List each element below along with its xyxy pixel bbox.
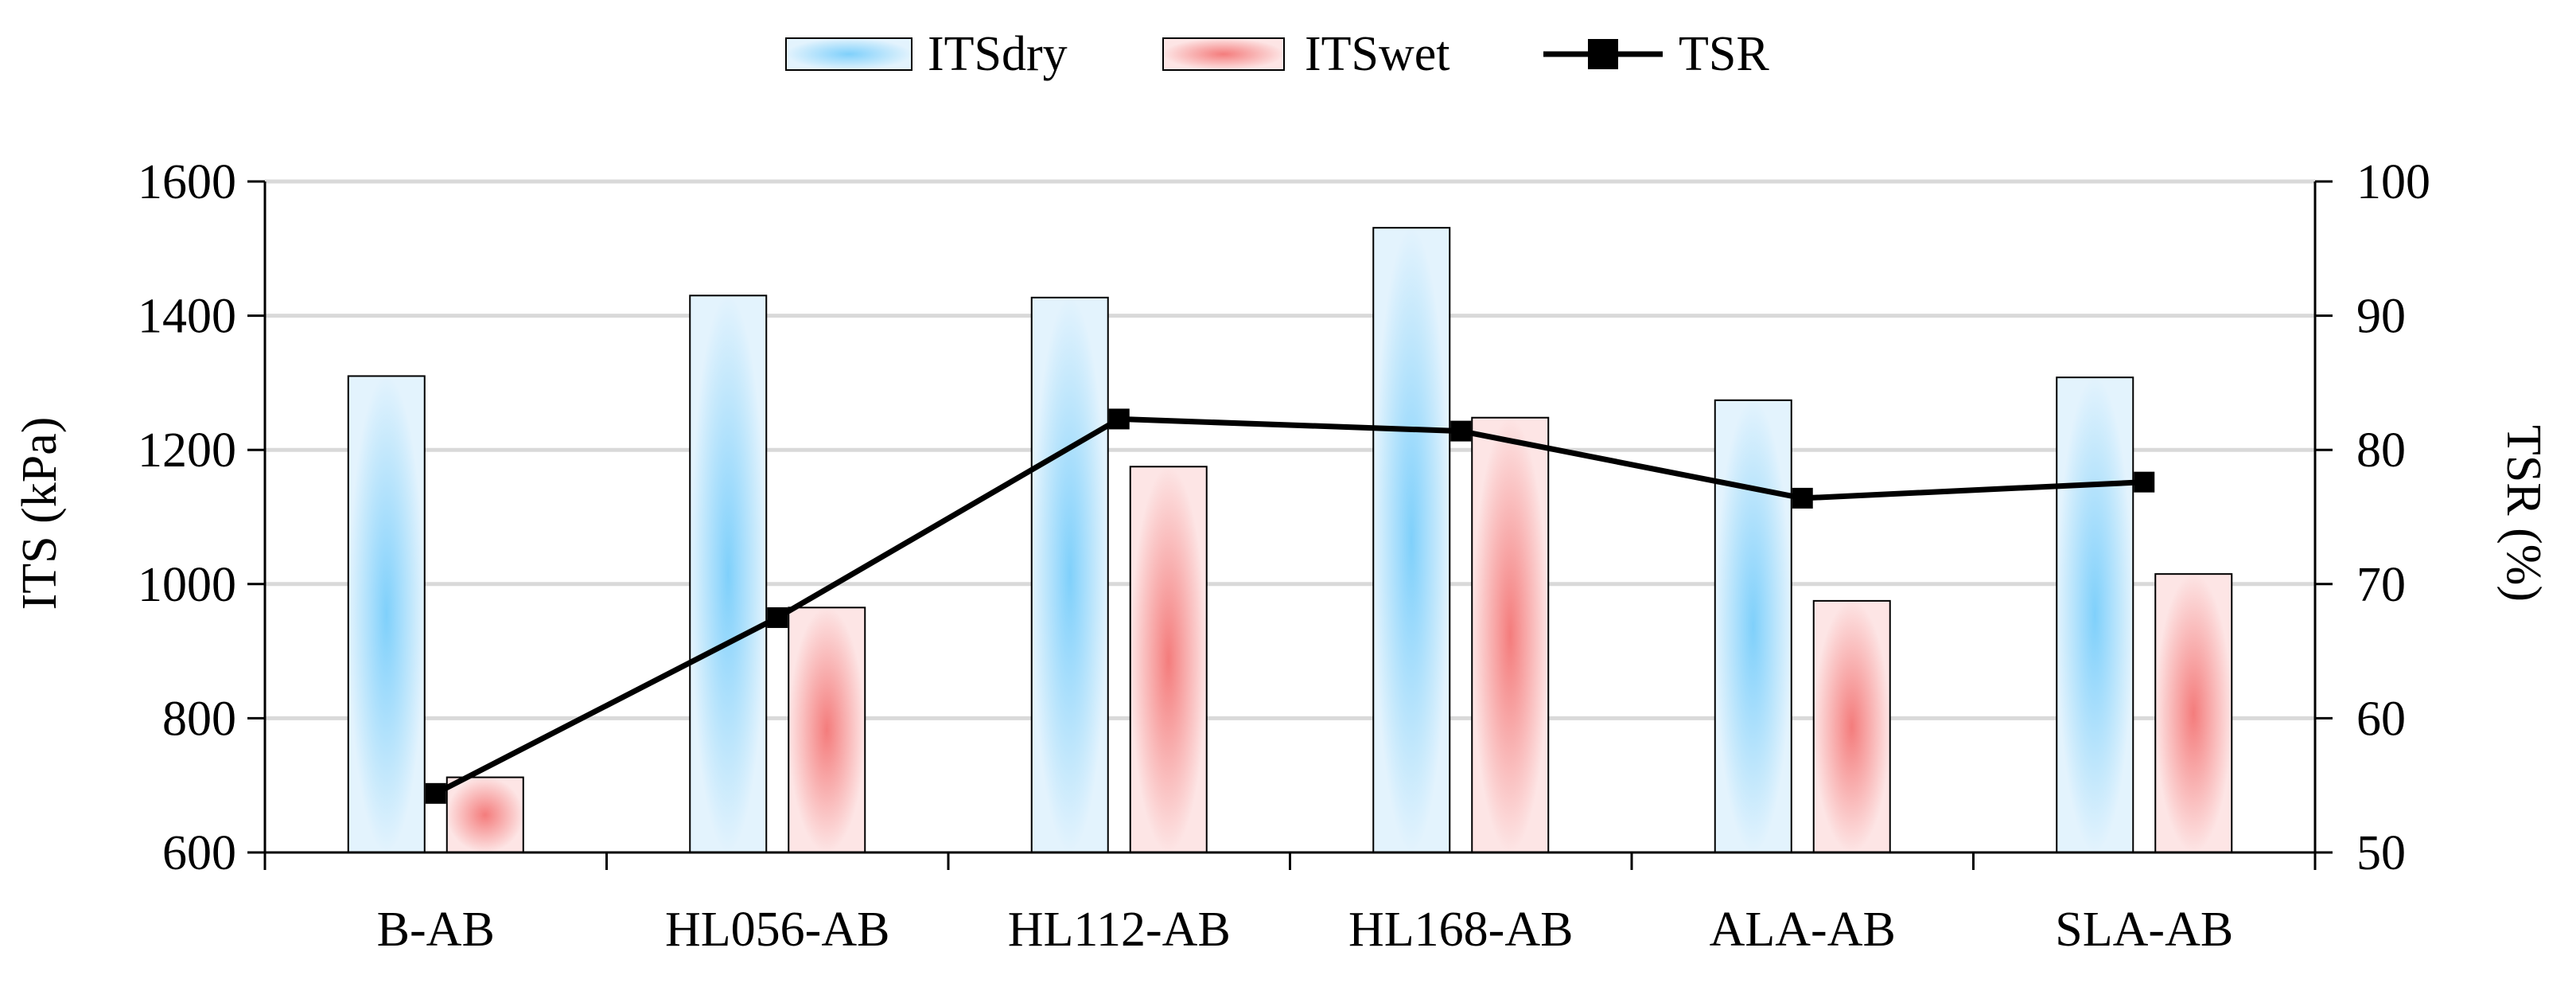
x-tick-label-hl056-ab: HL056-AB bbox=[665, 903, 889, 957]
y2-tick-label: 90 bbox=[2356, 290, 2406, 344]
y-tick-label: 1200 bbox=[138, 423, 236, 478]
tsr-point-hl056-ab bbox=[767, 607, 788, 628]
bar-itsdry-hl056-ab bbox=[689, 295, 768, 853]
legend-label-itswet: ITSwet bbox=[1305, 27, 1450, 81]
tsr-point-sla-ab bbox=[2134, 471, 2155, 493]
bar-itswet-hl168-ab bbox=[1471, 416, 1550, 853]
x-tick-label-ala-ab: ALA-AB bbox=[1710, 903, 1896, 957]
tsr-point-hl112-ab bbox=[1108, 408, 1130, 430]
bar-itswet-b-ab bbox=[446, 776, 524, 853]
y2-tick-label: 100 bbox=[2356, 155, 2430, 209]
y-tick-label: 800 bbox=[162, 692, 236, 746]
y-axis-title: ITS (kPa) bbox=[13, 417, 67, 610]
legend-swatch-itsdry bbox=[785, 37, 912, 71]
y-tick-label: 1000 bbox=[138, 558, 236, 612]
bar-itswet-hl112-ab bbox=[1129, 466, 1208, 854]
bar-itsdry-sla-ab bbox=[2056, 376, 2134, 853]
legend-swatch-tsr-marker bbox=[1588, 39, 1618, 69]
tsr-point-ala-ab bbox=[1792, 487, 1813, 509]
tsr-line-group bbox=[425, 408, 2155, 804]
legend-label-itsdry: ITSdry bbox=[928, 27, 1068, 81]
y-tick-label: 600 bbox=[162, 826, 236, 880]
bar-itsdry-b-ab bbox=[347, 375, 426, 854]
bars bbox=[347, 227, 2233, 854]
gridlines bbox=[265, 179, 2315, 720]
legend: ITSdry ITSwet TSR bbox=[785, 27, 1769, 81]
x-tick-label-hl168-ab: HL168-AB bbox=[1348, 903, 1573, 957]
x-tick-label-b-ab: B-AB bbox=[377, 903, 495, 957]
y2-tick-label: 50 bbox=[2356, 826, 2406, 880]
bar-itswet-ala-ab bbox=[1812, 599, 1891, 853]
y2-axis-title: TSR (%) bbox=[2496, 425, 2551, 602]
y2-tick-label: 60 bbox=[2356, 692, 2406, 746]
y-tick-label: 1600 bbox=[138, 155, 236, 209]
y2-tick-label: 80 bbox=[2356, 423, 2406, 478]
bar-itsdry-ala-ab bbox=[1714, 399, 1792, 853]
legend-swatch-itswet bbox=[1162, 37, 1285, 71]
y2-tick-label: 70 bbox=[2356, 558, 2406, 612]
legend-label-tsr: TSR bbox=[1679, 27, 1769, 81]
x-tick-label-sla-ab: SLA-AB bbox=[2055, 903, 2233, 957]
y-tick-label: 1400 bbox=[138, 290, 236, 344]
bar-itswet-hl056-ab bbox=[788, 607, 866, 853]
tsr-point-b-ab bbox=[425, 782, 446, 804]
tsr-line bbox=[434, 415, 2145, 796]
x-tick-label-hl112-ab: HL112-AB bbox=[1008, 903, 1231, 957]
axes: 600 800 1000 1200 1400 1600 50 60 70 80 90 100 B-AB H… bbox=[138, 155, 2430, 957]
bar-itsdry-hl112-ab bbox=[1030, 296, 1109, 853]
bar-itsdry-hl168-ab bbox=[1372, 227, 1451, 853]
tsr-point-hl168-ab bbox=[1450, 420, 1472, 442]
bar-itswet-sla-ab bbox=[2154, 573, 2233, 854]
